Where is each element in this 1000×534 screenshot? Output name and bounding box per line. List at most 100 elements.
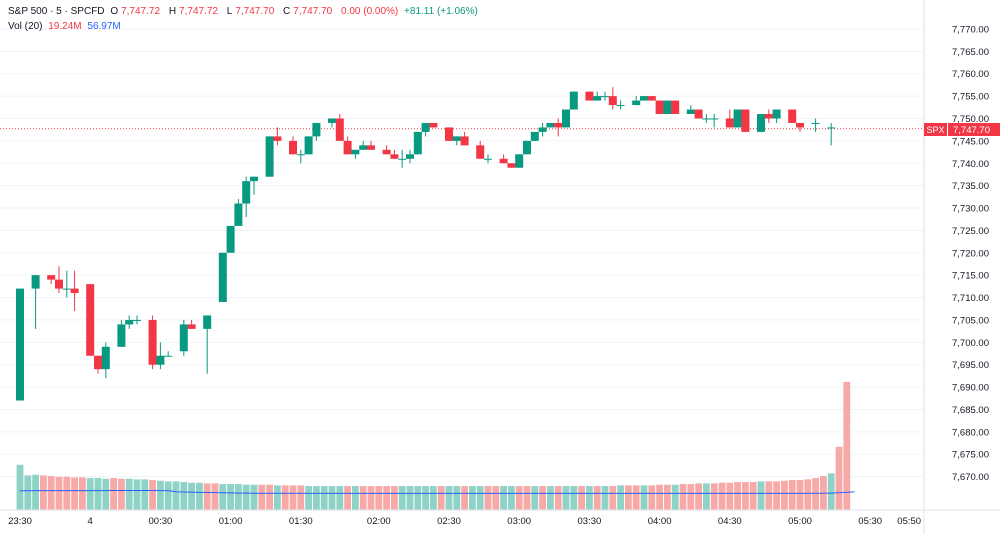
volume-bar bbox=[601, 486, 609, 510]
volume-bar bbox=[110, 478, 117, 510]
candle-body bbox=[101, 346, 110, 370]
volume-bar bbox=[242, 484, 250, 510]
candle-body bbox=[772, 109, 781, 119]
candle-body bbox=[31, 275, 40, 289]
candle-body bbox=[289, 140, 297, 155]
candle bbox=[772, 109, 781, 123]
candle bbox=[367, 140, 375, 150]
volume-bar bbox=[406, 486, 414, 510]
candle-body bbox=[764, 114, 773, 119]
price-tick-label: 7,735.00 bbox=[952, 181, 989, 192]
candle-body bbox=[273, 136, 282, 141]
price-tick-label: 7,755.00 bbox=[952, 92, 989, 103]
candle-body bbox=[265, 136, 274, 177]
time-tick-label: 04:00 bbox=[648, 516, 672, 527]
volume-bar bbox=[344, 486, 351, 510]
candle-body bbox=[117, 324, 126, 347]
candle bbox=[655, 100, 664, 115]
volume-bar bbox=[203, 483, 211, 510]
candle-body bbox=[406, 154, 414, 159]
volume-bar bbox=[63, 476, 71, 510]
volume-bar bbox=[219, 484, 227, 510]
price-axis[interactable]: 7,670.00 7,675.00 7,680.00 7,685.00 7,690.00… bbox=[952, 24, 989, 483]
volume-bar bbox=[375, 486, 383, 510]
candle bbox=[671, 100, 680, 115]
candle-body bbox=[569, 91, 578, 110]
candle bbox=[421, 122, 430, 137]
volume-bar bbox=[437, 486, 445, 510]
price-tick-label: 7,715.00 bbox=[952, 271, 989, 282]
volume-bar bbox=[313, 486, 320, 510]
candle bbox=[55, 266, 63, 294]
candle-body bbox=[562, 109, 570, 128]
candle bbox=[117, 319, 126, 347]
candle-body bbox=[538, 127, 547, 132]
time-axis[interactable]: 23:30 4 00:30 01:00 01:30 02:00 02:30 03:00 03:3… bbox=[8, 516, 921, 527]
volume-label[interactable]: Vol (20) bbox=[8, 21, 43, 32]
candle bbox=[250, 176, 258, 195]
candle-body bbox=[148, 319, 157, 365]
volume-bar bbox=[796, 480, 804, 510]
price-tick-label: 7,760.00 bbox=[952, 69, 989, 80]
candle-body bbox=[296, 154, 305, 156]
volume-legend[interactable]: Vol (20) 19.24M 56.97M bbox=[8, 21, 124, 32]
volume-bar bbox=[172, 481, 180, 510]
candle-body bbox=[55, 279, 63, 289]
candle bbox=[94, 355, 102, 374]
high-value: 7,747.72 bbox=[179, 6, 218, 17]
volume-bar bbox=[547, 486, 554, 510]
candle-body bbox=[62, 288, 71, 290]
candle bbox=[562, 109, 570, 128]
candle bbox=[445, 127, 453, 141]
candle-body bbox=[413, 131, 422, 155]
candle-body bbox=[733, 109, 742, 128]
candle bbox=[569, 91, 578, 110]
price-tick-label: 7,740.00 bbox=[952, 159, 989, 170]
candle-body bbox=[647, 96, 656, 101]
volume-bar bbox=[125, 478, 133, 510]
candle bbox=[601, 91, 609, 101]
symbol-title[interactable]: S&P 500 · 5 · SPCFD bbox=[8, 6, 105, 17]
volume-bar bbox=[632, 485, 640, 510]
candle bbox=[788, 109, 797, 123]
candle-body bbox=[429, 122, 438, 128]
volume-bar bbox=[687, 484, 695, 510]
candle bbox=[499, 154, 508, 164]
candle bbox=[164, 351, 173, 357]
volume-bar bbox=[188, 482, 195, 510]
candle-body bbox=[335, 118, 344, 141]
time-tick-label: 02:30 bbox=[437, 516, 461, 527]
volume-bar bbox=[398, 486, 406, 510]
candle bbox=[546, 122, 555, 128]
candle-body bbox=[686, 109, 695, 115]
volume-pane bbox=[16, 382, 851, 510]
volume-bar bbox=[726, 482, 734, 510]
price-tick-label: 7,750.00 bbox=[952, 114, 989, 125]
volume-bar bbox=[788, 480, 796, 510]
candle-body bbox=[710, 118, 719, 120]
price-tick-label: 7,685.00 bbox=[952, 405, 989, 416]
volume-bar bbox=[16, 464, 24, 510]
candle bbox=[218, 252, 227, 303]
candle-body bbox=[304, 136, 313, 155]
volume-bar bbox=[328, 486, 336, 510]
volume-bar bbox=[430, 486, 437, 510]
candle bbox=[452, 136, 461, 146]
volume-ma-value: 56.97M bbox=[87, 21, 121, 32]
volume-bar bbox=[757, 481, 765, 510]
volume-bar bbox=[227, 484, 234, 510]
candle bbox=[273, 127, 282, 146]
volume-bar bbox=[281, 485, 289, 510]
candle-body bbox=[546, 122, 555, 128]
price-tag-value-box bbox=[948, 123, 1000, 136]
symbol-legend[interactable]: S&P 500 · 5 · SPCFD O 7,747.72 H 7,747.72 … bbox=[8, 6, 481, 17]
last-price-tag: SPX 7,747.70 bbox=[924, 123, 1000, 136]
time-tick-label: 05:30 bbox=[858, 516, 882, 527]
volume-bar bbox=[352, 486, 359, 510]
candle-body bbox=[250, 176, 258, 182]
volume-bar bbox=[118, 478, 125, 510]
candle-body bbox=[359, 145, 368, 150]
low-value: 7,747.70 bbox=[235, 6, 275, 17]
volume-bar bbox=[47, 476, 55, 510]
